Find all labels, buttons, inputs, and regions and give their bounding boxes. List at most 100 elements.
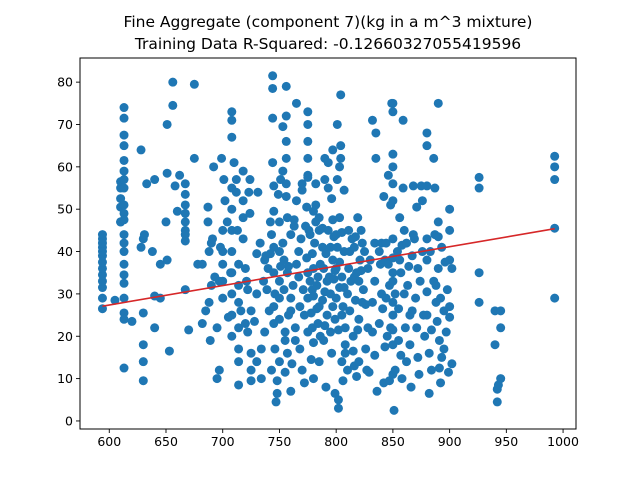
data-point	[431, 280, 441, 290]
data-point	[234, 380, 244, 390]
data-point	[265, 217, 275, 227]
data-point	[119, 308, 129, 318]
data-point	[218, 259, 228, 269]
data-point	[326, 327, 335, 337]
data-point	[97, 263, 107, 273]
data-point	[234, 323, 244, 333]
data-point	[229, 158, 239, 168]
data-point	[268, 83, 278, 93]
data-point	[119, 314, 129, 324]
data-point	[97, 230, 107, 240]
data-point	[320, 321, 330, 331]
fit-line-group	[102, 227, 555, 307]
data-point	[432, 316, 442, 326]
data-point	[330, 314, 340, 324]
data-point	[388, 98, 398, 108]
data-point	[550, 151, 560, 161]
data-point	[371, 153, 381, 163]
data-point	[231, 187, 241, 197]
data-point	[388, 276, 398, 286]
data-point	[378, 304, 388, 314]
data-point	[364, 367, 374, 377]
data-point	[383, 170, 393, 180]
data-point	[436, 378, 446, 388]
data-point	[119, 238, 129, 248]
data-point	[550, 293, 560, 303]
data-point	[441, 327, 451, 337]
data-point	[550, 223, 560, 233]
data-point	[119, 230, 129, 240]
data-point	[303, 153, 313, 163]
data-point	[328, 255, 338, 265]
data-point	[284, 261, 294, 271]
data-point	[433, 263, 443, 273]
data-point	[395, 213, 405, 223]
data-point	[340, 323, 350, 333]
data-point	[296, 234, 306, 244]
y-tick-label: 70	[57, 117, 73, 132]
data-point	[412, 202, 422, 212]
data-point	[398, 115, 408, 125]
data-point	[328, 215, 338, 225]
data-point	[426, 365, 436, 375]
data-point	[274, 247, 284, 257]
data-point	[270, 344, 280, 354]
data-point	[238, 234, 248, 244]
data-point	[361, 344, 371, 354]
data-point	[274, 217, 284, 227]
data-point	[354, 276, 364, 286]
chart-subtitle: Training Data R-Squared: -0.126603270554…	[134, 35, 521, 53]
data-point	[492, 397, 502, 407]
data-point	[286, 293, 296, 303]
data-point	[97, 293, 107, 303]
data-point	[370, 350, 380, 360]
data-point	[326, 242, 335, 252]
data-point	[354, 357, 364, 367]
data-point	[168, 100, 178, 110]
data-point	[445, 302, 455, 312]
data-point	[119, 141, 129, 151]
data-point	[227, 115, 237, 125]
data-point	[298, 285, 308, 295]
data-point	[318, 295, 328, 305]
data-point	[138, 357, 148, 367]
data-point	[408, 181, 418, 191]
data-point	[227, 132, 237, 142]
data-point	[269, 206, 279, 216]
data-point	[212, 323, 222, 333]
y-tick-label: 80	[57, 75, 73, 90]
data-point	[119, 270, 129, 280]
data-point	[439, 344, 449, 354]
data-point	[180, 189, 190, 199]
data-point	[388, 149, 398, 159]
data-point	[119, 200, 129, 210]
data-point	[307, 249, 317, 259]
data-point	[323, 158, 333, 168]
data-point	[328, 302, 338, 312]
data-point	[388, 179, 398, 189]
data-point	[433, 98, 443, 108]
data-point	[289, 221, 299, 231]
data-point	[303, 107, 313, 117]
data-point	[399, 225, 409, 235]
data-point	[312, 280, 322, 290]
data-point	[310, 238, 320, 248]
data-point	[422, 255, 432, 265]
data-point	[234, 297, 244, 307]
data-point	[367, 327, 377, 337]
data-point	[217, 153, 227, 163]
data-point	[371, 128, 381, 138]
data-point	[180, 236, 190, 246]
data-point	[319, 335, 329, 345]
y-tick-label: 40	[57, 244, 73, 259]
data-point	[110, 295, 120, 305]
plot-area-frame	[79, 57, 577, 430]
data-point	[227, 310, 237, 320]
data-point	[442, 285, 452, 295]
data-point	[402, 357, 412, 367]
data-point	[119, 175, 129, 185]
data-point	[332, 175, 342, 185]
data-point	[175, 170, 185, 180]
data-point	[434, 363, 444, 373]
